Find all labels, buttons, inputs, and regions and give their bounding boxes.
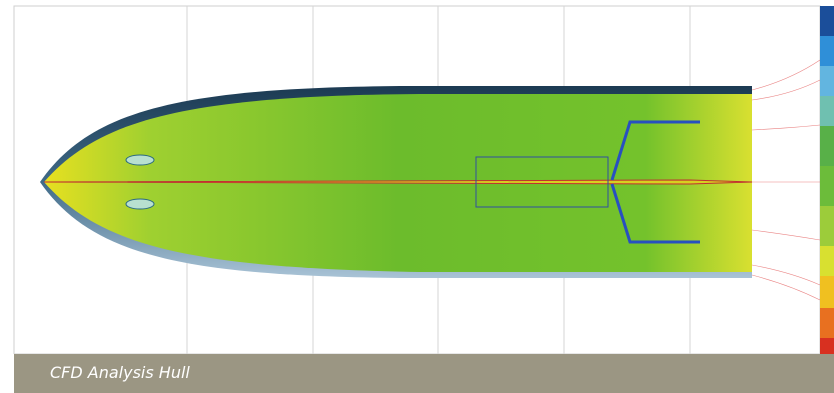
fin [125, 154, 155, 166]
streamlines [751, 59, 821, 301]
caption: CFD Analysis Hull [50, 363, 190, 382]
keel-line [43, 179, 753, 185]
color-scale [820, 6, 834, 354]
caption-bar: CFD Analysis Hull [14, 354, 834, 393]
structure [475, 156, 609, 208]
strut [610, 183, 700, 244]
fin [125, 198, 155, 210]
cfd-image [13, 5, 834, 354]
strut [610, 120, 700, 181]
